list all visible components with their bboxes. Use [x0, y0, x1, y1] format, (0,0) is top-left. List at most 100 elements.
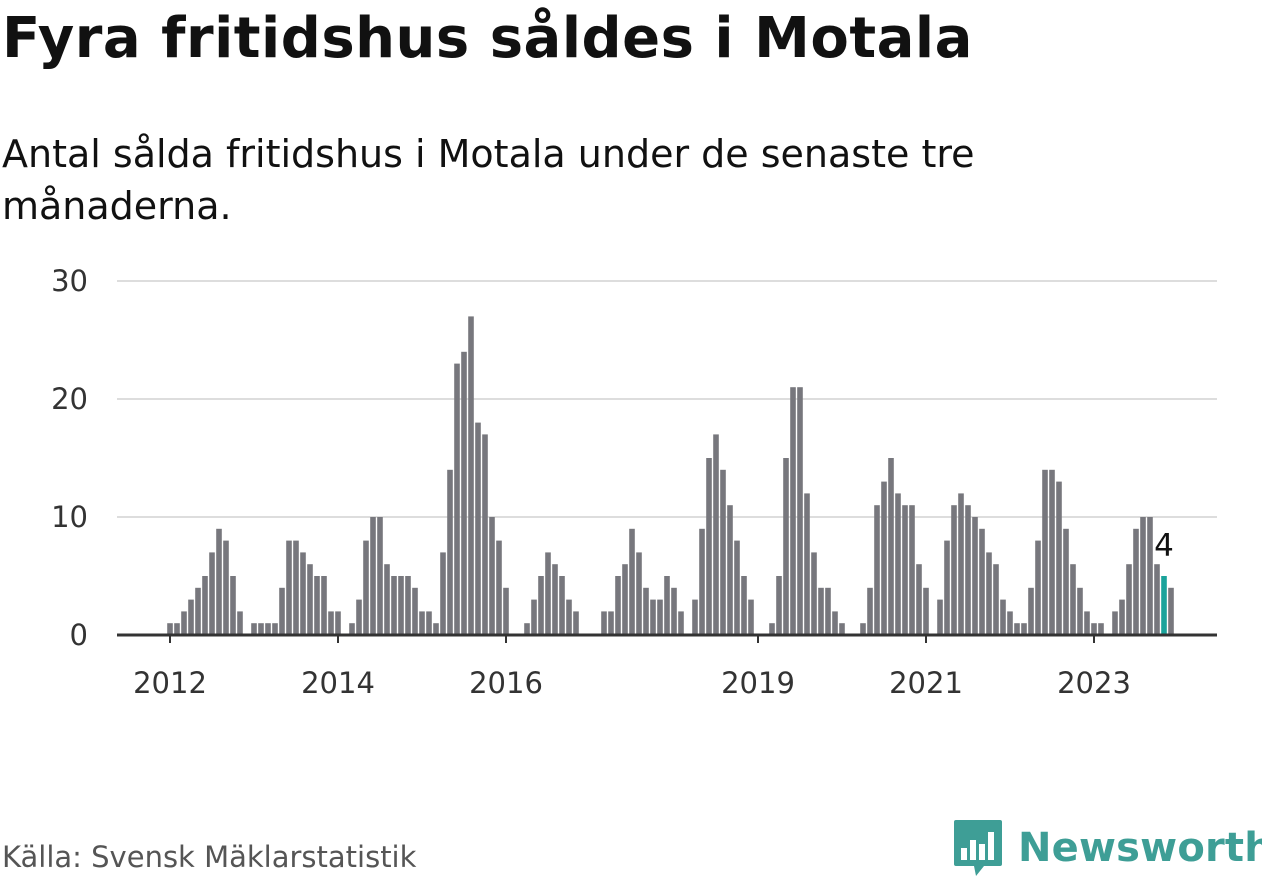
bar	[916, 564, 922, 635]
bar	[1056, 481, 1062, 635]
bar	[888, 458, 894, 635]
bar	[965, 505, 971, 635]
bar	[272, 623, 278, 635]
bar	[167, 623, 173, 635]
bar	[1042, 469, 1048, 635]
chart-title: Fyra fritidshus såldes i Motala	[2, 6, 973, 71]
bar	[468, 316, 474, 635]
bar	[713, 434, 719, 635]
y-tick-label: 10	[51, 500, 88, 534]
bar	[1077, 587, 1083, 635]
bar	[776, 576, 782, 635]
x-tick-label: 2016	[469, 666, 543, 700]
annotation-label: 4	[1154, 528, 1174, 564]
bar	[419, 611, 425, 635]
bar	[937, 599, 943, 635]
bar	[881, 481, 887, 635]
x-tick-label: 2019	[721, 666, 795, 700]
bar	[1028, 587, 1034, 635]
bar	[377, 517, 383, 635]
bar	[867, 587, 873, 635]
bar	[503, 587, 509, 635]
bar	[216, 528, 222, 635]
y-tick-label: 0	[70, 618, 88, 652]
bar	[1084, 611, 1090, 635]
x-tick-label: 2012	[133, 666, 207, 700]
bar	[629, 528, 635, 635]
x-tick-label: 2023	[1057, 666, 1131, 700]
bar	[692, 599, 698, 635]
bar	[363, 540, 369, 635]
bar	[538, 576, 544, 635]
bar	[783, 458, 789, 635]
bar	[370, 517, 376, 635]
bar	[986, 552, 992, 635]
bar	[1035, 540, 1041, 635]
bar	[615, 576, 621, 635]
x-tick-label: 2014	[301, 666, 375, 700]
bar	[237, 611, 243, 635]
bar	[258, 623, 264, 635]
bar	[181, 611, 187, 635]
bar	[314, 576, 320, 635]
bar	[748, 599, 754, 635]
bar	[699, 528, 705, 635]
bar	[1021, 623, 1027, 635]
bar	[440, 552, 446, 635]
bar	[972, 517, 978, 635]
bar	[1063, 528, 1069, 635]
bar	[209, 552, 215, 635]
bar	[860, 623, 866, 635]
bar	[909, 505, 915, 635]
newsworthy-logo: Newsworthy	[952, 818, 1262, 878]
bar	[384, 564, 390, 635]
bar	[559, 576, 565, 635]
bar	[447, 469, 453, 635]
y-tick-label: 20	[51, 382, 88, 416]
bar	[958, 493, 964, 635]
bar	[223, 540, 229, 635]
bar	[825, 587, 831, 635]
bar	[293, 540, 299, 635]
bar	[1168, 587, 1174, 635]
bar	[769, 623, 775, 635]
bar	[356, 599, 362, 635]
bar	[1147, 517, 1153, 635]
bar	[230, 576, 236, 635]
bar	[566, 599, 572, 635]
highlight-bar	[1161, 576, 1167, 635]
bar	[1091, 623, 1097, 635]
bar	[188, 599, 194, 635]
bar	[993, 564, 999, 635]
y-tick-label: 30	[51, 264, 88, 298]
bar	[328, 611, 334, 635]
bar	[398, 576, 404, 635]
bar	[1140, 517, 1146, 635]
bar	[573, 611, 579, 635]
bar	[482, 434, 488, 635]
bar	[1000, 599, 1006, 635]
bar	[1119, 599, 1125, 635]
bar	[608, 611, 614, 635]
bar	[664, 576, 670, 635]
bar-chart: 0 10 20 30 2012 2014 2016 2019 2021 2023 4	[51, 264, 1217, 700]
bar	[1154, 564, 1160, 635]
bar	[524, 623, 530, 635]
bar	[601, 611, 607, 635]
bar	[832, 611, 838, 635]
bar	[496, 540, 502, 635]
bar	[790, 387, 796, 635]
bar	[391, 576, 397, 635]
bar	[818, 587, 824, 635]
bar	[335, 611, 341, 635]
bar	[433, 623, 439, 635]
bar	[923, 587, 929, 635]
bar	[349, 623, 355, 635]
bar	[202, 576, 208, 635]
bar	[265, 623, 271, 635]
bar	[1126, 564, 1132, 635]
bar	[174, 623, 180, 635]
bar	[454, 363, 460, 635]
bar	[489, 517, 495, 635]
bar	[671, 587, 677, 635]
